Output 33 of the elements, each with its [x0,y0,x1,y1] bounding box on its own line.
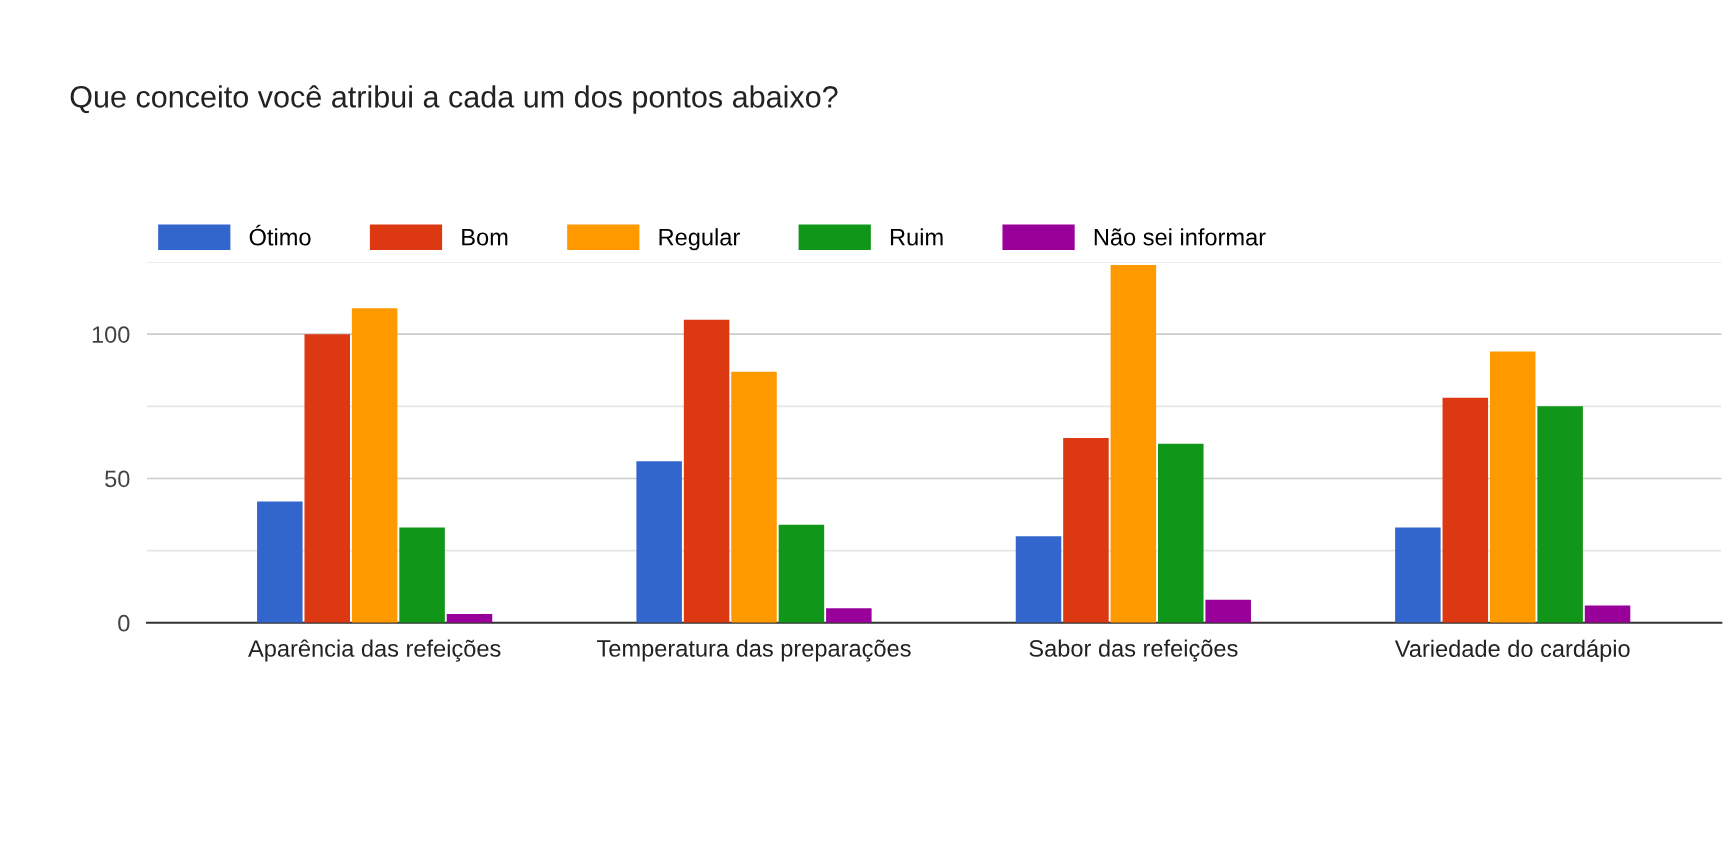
x-tick-label: Variedade do cardápio [1394,639,1630,662]
x-tick-label: Temperatura das preparações [597,639,911,662]
bar [683,319,730,623]
bar [399,527,445,623]
bar [351,308,398,623]
bar [636,461,682,623]
bar [257,501,303,623]
bar [731,371,777,623]
bar [1015,536,1062,623]
bar [446,614,493,623]
legend-label: Não sei informar [1094,228,1266,246]
bar [1537,406,1583,623]
bar [1395,527,1441,623]
bar [1442,397,1489,623]
legend-label: Regular [659,228,740,251]
bar [1489,351,1536,623]
bar [1158,443,1204,623]
bar [778,524,825,623]
x-tick-label: Aparência das refeições [248,639,501,662]
bar [1584,605,1631,623]
legend-label: Ruim [890,228,943,246]
legend-label: Bom [462,229,508,246]
bar [1063,438,1109,623]
bar [1205,599,1251,623]
y-tick-label: 0 [118,614,130,632]
x-tick-label: Sabor das refeições [1029,639,1238,662]
bar [304,334,350,623]
bar [1110,264,1157,623]
y-tick-label: 50 [105,470,130,488]
bar [826,608,872,623]
y-tick-label: 100 [92,326,130,343]
chart-title: Que conceito você atribui a cada um dos pontos abaixo? [70,85,838,114]
legend-label: Ótimo [249,224,311,246]
